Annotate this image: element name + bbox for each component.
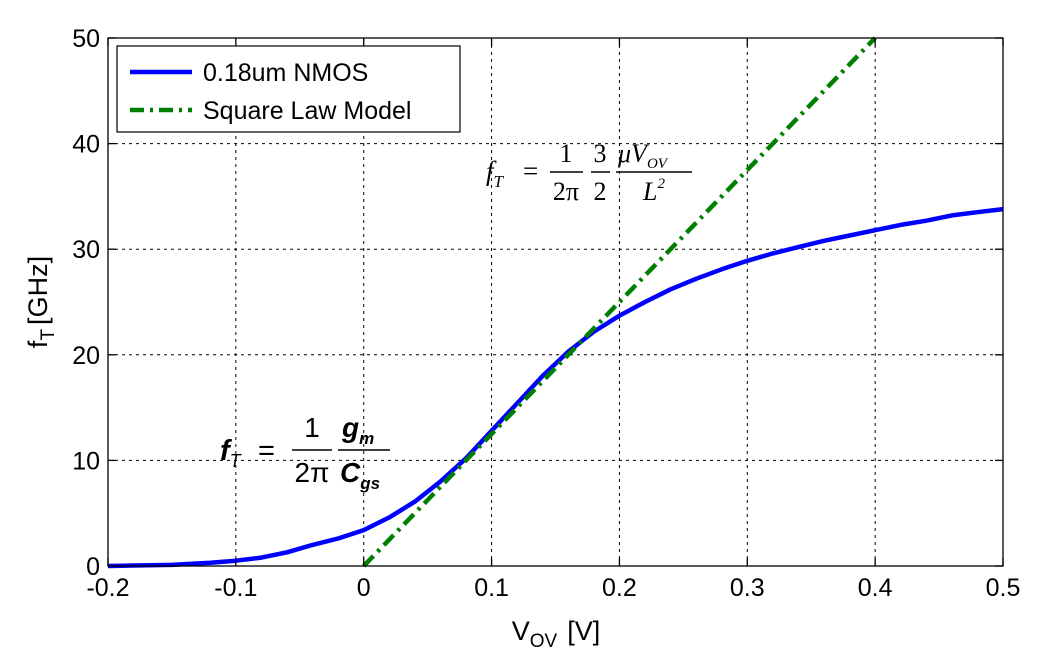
eq-bottom-frac1-den: 2π <box>295 457 330 488</box>
equation-square-law: fT = 1 2π 3 2 μVOV L2 <box>486 139 692 206</box>
eq-top-frac2-num: 3 <box>594 139 607 168</box>
y-tick-label: 10 <box>72 447 100 475</box>
tick-layer: -0.2 -0.1 0 0.1 0.2 0.3 0.4 0.5 0 10 20 30 40 50 <box>72 25 1020 602</box>
legend-label-square-law: Square Law Model <box>203 97 411 125</box>
eq-bottom-equals: = <box>258 435 275 467</box>
series-layer <box>107 36 1004 569</box>
y-tick-label: 20 <box>72 342 100 370</box>
grid <box>108 38 1003 566</box>
y-tick-label: 30 <box>72 236 100 264</box>
eq-top-frac1-num: 1 <box>560 139 573 168</box>
eq-top-frac2-den: 2 <box>594 177 607 206</box>
x-tick-label: 0.2 <box>602 574 637 602</box>
eq-bottom-frac1-num: 1 <box>304 412 320 443</box>
y-axis-label: fT[GHz] <box>23 256 59 348</box>
eq-bottom-frac2-den: Cgs <box>340 457 380 493</box>
x-tick-label: 0.4 <box>858 574 893 602</box>
eq-bottom-lhs: fT <box>220 435 243 471</box>
x-axis-label: VOV [V] <box>512 616 600 652</box>
legend-box <box>116 45 461 133</box>
plot-frame <box>107 37 1004 567</box>
x-tick-label: 0.1 <box>474 574 509 602</box>
eq-top-equals: = <box>523 156 538 186</box>
x-tick-label: -0.2 <box>86 574 129 602</box>
x-tick-label: 0 <box>357 574 371 602</box>
y-tick-label: 0 <box>86 553 100 581</box>
x-tick-label: -0.1 <box>214 574 257 602</box>
y-tick-label: 40 <box>72 131 100 159</box>
legend: 0.18um NMOS Square Law Model <box>116 45 461 133</box>
equation-gm-cgs: fT = 1 2π gm Cgs <box>220 412 390 493</box>
legend-label-nmos: 0.18um NMOS <box>203 59 368 87</box>
y-tick-label: 50 <box>72 25 100 53</box>
eq-top-frac3-num: μVOV <box>617 139 669 172</box>
eq-top-lhs: fT <box>486 156 505 191</box>
eq-top-frac3-den: L2 <box>642 176 665 206</box>
x-tick-label: 0.5 <box>986 574 1021 602</box>
series-line-1 <box>362 36 877 568</box>
x-tick-label: 0.3 <box>730 574 765 602</box>
eq-bottom-frac2-num: gm <box>341 412 374 448</box>
eq-top-frac1-den: 2π <box>553 177 579 206</box>
